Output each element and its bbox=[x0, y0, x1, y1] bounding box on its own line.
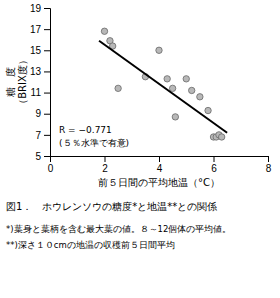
x-tick-label: 0 bbox=[48, 163, 54, 174]
y-tick-label: 15 bbox=[30, 45, 42, 56]
point bbox=[218, 134, 224, 140]
point bbox=[115, 85, 121, 91]
x-tick-mark bbox=[105, 156, 106, 162]
y-tick: 11 bbox=[31, 87, 50, 98]
y-tick: 17 bbox=[30, 24, 50, 35]
x-tick-mark bbox=[268, 156, 269, 162]
regression-line bbox=[99, 41, 227, 133]
y-axis: 5 7 9 11 13 15 17 19 bbox=[30, 3, 51, 162]
x-axis: 0 2 4 6 8 bbox=[48, 156, 272, 174]
y-tick-mark bbox=[44, 93, 50, 94]
x-tick-label: 4 bbox=[157, 163, 163, 174]
point bbox=[164, 76, 170, 82]
point bbox=[101, 28, 107, 34]
y-axis-line bbox=[44, 9, 51, 157]
footnote: **)深さ１０cmの地温の収穫前５日間平均 bbox=[6, 240, 175, 250]
y-tick-mark bbox=[44, 71, 50, 72]
y-tick-label: 17 bbox=[30, 24, 42, 35]
y-tick-mark bbox=[44, 114, 50, 115]
point bbox=[197, 94, 203, 100]
marks bbox=[99, 28, 227, 140]
x-axis-title: 前５日間の平均地温（°C） bbox=[98, 177, 220, 188]
y-tick: 7 bbox=[35, 130, 50, 141]
x-tick-label: 8 bbox=[266, 163, 272, 174]
point bbox=[156, 47, 162, 53]
y-tick-mark bbox=[44, 156, 50, 157]
y-tick-label: 11 bbox=[31, 87, 42, 98]
y-tick: 19 bbox=[30, 3, 50, 14]
footnote: *)葉身と葉柄を含む最大葉の値。８～12個体の平均値。 bbox=[6, 224, 231, 234]
point bbox=[183, 76, 189, 82]
x-tick: 4 bbox=[157, 156, 163, 174]
x-tick: 8 bbox=[266, 156, 272, 174]
y-tick-label: 9 bbox=[35, 108, 41, 119]
x-tick: 2 bbox=[102, 156, 108, 174]
y-tick-mark bbox=[44, 50, 50, 51]
x-axis-line bbox=[51, 157, 269, 163]
x-tick: 6 bbox=[211, 156, 217, 174]
chart: 0 2 4 6 8 5 7 9 11 13 15 17 19 R = −0.771 (５％水準で有意) 前５日… bbox=[0, 0, 280, 298]
y-tick: 5 bbox=[35, 151, 50, 162]
plot: 0 2 4 6 8 5 7 9 11 13 15 17 19 R = −0.771 (５％水準で有意) 前５日… bbox=[30, 3, 272, 188]
y-tick-mark bbox=[44, 29, 50, 30]
point bbox=[205, 107, 211, 113]
x-tick-mark bbox=[214, 156, 215, 162]
point bbox=[169, 85, 175, 91]
x-tick-mark bbox=[159, 156, 160, 162]
y-tick: 9 bbox=[35, 108, 50, 119]
y-axis-title: 糖 度（BRIX度） bbox=[5, 55, 28, 109]
annotation: R = −0.771 bbox=[59, 125, 112, 135]
y-tick: 15 bbox=[30, 45, 50, 56]
y-tick-mark bbox=[44, 8, 50, 9]
y-tick-label: 7 bbox=[35, 130, 41, 141]
x-tick: 0 bbox=[48, 156, 54, 174]
y-tick-label: 13 bbox=[30, 66, 42, 77]
x-tick-label: 6 bbox=[211, 163, 217, 174]
title: 図1． ホウレンソウの糖度*と地温**との関係 bbox=[6, 201, 217, 212]
y-tick-label: 5 bbox=[35, 151, 41, 162]
y-tick-label: 19 bbox=[30, 3, 42, 14]
y-tick: 13 bbox=[30, 66, 50, 77]
point bbox=[172, 114, 178, 120]
annotation: (５％水準で有意) bbox=[59, 138, 129, 148]
point bbox=[189, 87, 195, 93]
y-tick-mark bbox=[44, 135, 50, 136]
x-tick-label: 2 bbox=[102, 163, 108, 174]
